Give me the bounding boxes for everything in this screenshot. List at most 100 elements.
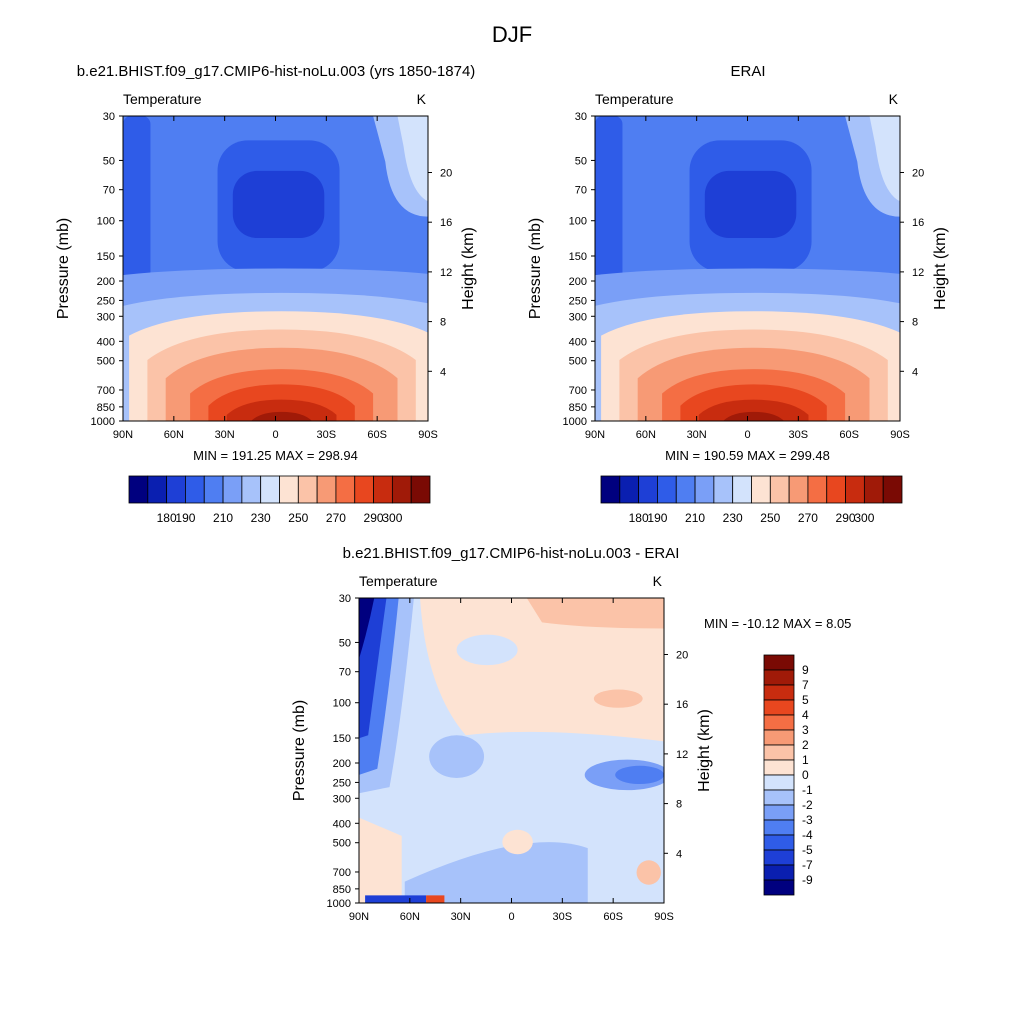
colorbar-box (763, 654, 795, 671)
colorbar-box (185, 475, 205, 504)
colorbar-box (763, 729, 795, 746)
colorbar-box (675, 475, 696, 504)
colorbar-box (763, 879, 795, 896)
contour-fill (595, 116, 623, 293)
colorbar-box (354, 475, 374, 504)
x-tick-label: 0 (744, 429, 750, 441)
contour-fill (869, 116, 900, 202)
contour-fill (429, 735, 485, 778)
right-string: K (889, 91, 899, 107)
contour-fill (232, 170, 325, 238)
colorbar-label: 190 (647, 511, 667, 525)
left-string: Temperature (595, 91, 674, 107)
y-tick-label: 150 (97, 251, 115, 263)
y-tick-label: 700 (97, 385, 115, 397)
colorbar-box (751, 475, 771, 504)
contour-fill (426, 895, 445, 903)
x-tick-label: 60S (603, 911, 623, 923)
x-tick-label: 0 (508, 911, 514, 923)
y-tick-label: 150 (569, 251, 587, 263)
colorbar-label: 210 (213, 511, 233, 525)
y-right-tick-label: 12 (676, 749, 688, 761)
colorbar-label: 5 (802, 693, 809, 707)
colorbar-label: 190 (175, 511, 195, 525)
panel-difference: b.e21.BHIST.f09_g17.CMIP6-hist-noLu.003 … (291, 545, 851, 923)
field (359, 598, 664, 903)
y-tick-label: 100 (333, 698, 351, 710)
y-tick-label: 500 (333, 838, 351, 850)
y-tick-label: 400 (569, 336, 587, 348)
y-right-tick-label: 12 (912, 267, 924, 279)
colorbar-label: 9 (802, 663, 809, 677)
colorbar-label: -9 (802, 873, 813, 887)
y-right-tick-label: 8 (912, 317, 918, 329)
min-max-text: MIN = 190.59 MAX = 299.48 (665, 448, 830, 463)
x-tick-label: 30N (687, 429, 707, 441)
x-tick-label: 90N (349, 911, 369, 923)
colorbar-label: 3 (802, 723, 809, 737)
y-right-tick-label: 8 (440, 317, 446, 329)
colorbar-box (260, 475, 280, 504)
colorbar-box (279, 475, 299, 504)
colorbar-box (863, 475, 884, 504)
left-string: Temperature (123, 91, 202, 107)
colorbar-label: 270 (326, 511, 346, 525)
panel-erai: ERAI Temperature K 90N 60N 30N 0 30S 60S 90S 30 50 7… (527, 63, 949, 525)
contour-fill (404, 842, 588, 903)
right-string: K (653, 573, 663, 589)
y-tick-label: 250 (333, 777, 351, 789)
x-tick-label: 60S (839, 429, 859, 441)
y-tick-label: 1000 (563, 416, 587, 428)
colorbar-label: -4 (802, 828, 813, 842)
x-tick-label: 0 (272, 429, 278, 441)
colorbar-box (807, 475, 828, 504)
x-tick-label: 60N (636, 429, 656, 441)
contour-fill (704, 170, 797, 238)
x-tick-label: 60N (400, 911, 420, 923)
colorbar-label: 1 (802, 753, 809, 767)
y-tick-label: 400 (333, 818, 351, 830)
x-tick-label: 90S (418, 429, 438, 441)
y-tick-label: 30 (103, 111, 115, 123)
y-tick-label: 200 (569, 276, 587, 288)
colorbar-label: 290 (836, 511, 856, 525)
x-tick-label: 90N (585, 429, 605, 441)
colorbar-box (763, 834, 795, 851)
colorbar-label: 300 (854, 511, 874, 525)
y-axis-label: Pressure (mb) (527, 218, 544, 319)
y-right-tick-label: 16 (440, 217, 452, 229)
x-tick-label: 90S (654, 911, 674, 923)
colorbar-box (788, 475, 809, 504)
y-tick-label: 30 (339, 593, 351, 605)
colorbar-box (297, 475, 318, 504)
colorbar-box (657, 475, 677, 504)
colorbar-box (769, 475, 790, 504)
y-tick-label: 200 (97, 276, 115, 288)
y-tick-label: 200 (333, 758, 351, 770)
contour-fill (359, 817, 402, 903)
contour-fill (723, 411, 785, 421)
y-axis-label: Pressure (mb) (291, 700, 308, 801)
y-tick-label: 850 (333, 884, 351, 896)
y-tick-label: 70 (103, 185, 115, 197)
y-right-tick-label: 4 (912, 366, 918, 378)
colorbar-label: 2 (802, 738, 809, 752)
y-tick-label: 150 (333, 733, 351, 745)
colorbar-box (763, 744, 795, 761)
colorbar-label: -1 (802, 783, 813, 797)
colorbar-box (600, 475, 621, 504)
colorbar-label: 250 (288, 511, 308, 525)
x-tick-label: 90S (890, 429, 910, 441)
colorbar-label: 270 (798, 511, 818, 525)
colorbar-box (763, 759, 795, 776)
x-tick-label: 30S (789, 429, 809, 441)
y-tick-label: 50 (103, 155, 115, 167)
colorbar-label: 230 (723, 511, 743, 525)
y-axis-label-right: Height (km) (460, 227, 477, 310)
x-tick-label: 30N (451, 911, 471, 923)
y-tick-label: 250 (97, 295, 115, 307)
colorbar-label: 7 (802, 678, 809, 692)
colorbar-box (882, 475, 903, 504)
contour-fill (636, 860, 661, 885)
